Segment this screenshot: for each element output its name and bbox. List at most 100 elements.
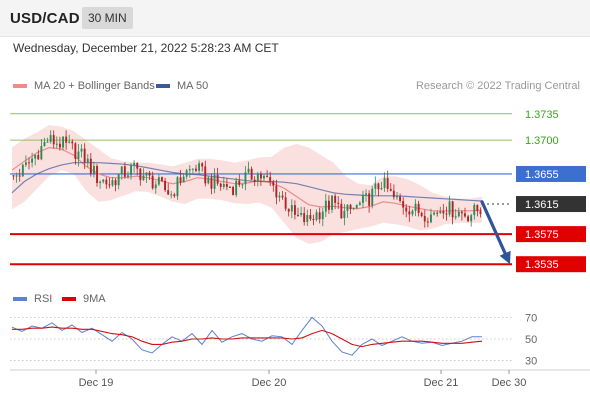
candle-body <box>430 214 432 223</box>
candle-body <box>74 143 77 159</box>
level-label-box <box>516 226 586 243</box>
candle-body <box>191 168 194 170</box>
rsi-tick-label: 30 <box>525 356 537 368</box>
candle-body <box>272 181 275 186</box>
candle-body <box>176 177 179 197</box>
time-tick-label: Dec 30 <box>492 377 527 389</box>
candle-body <box>46 141 49 143</box>
candle-body <box>213 174 216 189</box>
candle-body <box>414 203 417 211</box>
legend-ma50-label: MA 50 <box>177 80 209 92</box>
candle-body <box>99 181 102 183</box>
candle-body <box>365 193 367 195</box>
candle-body <box>377 183 380 190</box>
candle-body <box>417 203 420 213</box>
candle-body <box>89 158 92 174</box>
candle-body <box>96 166 98 183</box>
candle-body <box>102 179 105 182</box>
candle-body <box>423 216 426 222</box>
chart-timestamp: Wednesday, December 21, 2022 5:28:23 AM … <box>13 41 279 55</box>
bollinger-band-layer <box>12 125 482 244</box>
candle-body <box>408 211 411 215</box>
candle-body <box>139 168 142 181</box>
ma50-swatch <box>156 84 170 88</box>
candle-body <box>161 177 163 181</box>
candle-body <box>21 164 24 177</box>
candle-body <box>318 212 321 220</box>
forecast-arrow <box>480 200 511 265</box>
candle-body <box>62 136 64 148</box>
candle-body <box>287 208 290 212</box>
candle-body <box>297 214 299 216</box>
candle-body <box>334 195 337 203</box>
candle-body <box>188 169 191 171</box>
legend-rsi: RSI <box>13 293 52 305</box>
candle-body <box>123 166 126 177</box>
candle-body <box>256 173 259 182</box>
rsi-panel: 30 50 70 <box>10 312 537 368</box>
candle-body <box>185 170 188 177</box>
chart-header: USD/CAD 30 MIN <box>0 0 590 37</box>
candle-body <box>392 190 395 198</box>
candle-body <box>340 203 343 219</box>
candle-body <box>49 135 52 142</box>
candle-body <box>396 196 398 198</box>
candle-body <box>374 183 377 189</box>
candle-body <box>52 135 55 145</box>
candle-body <box>467 216 469 222</box>
candle-body <box>263 175 265 179</box>
candle-body <box>451 201 454 218</box>
candle-body <box>225 184 228 187</box>
candle-body <box>80 148 83 152</box>
candle-body <box>77 151 80 159</box>
candle-body <box>433 212 435 215</box>
level-label-text: 1.3735 <box>525 109 559 121</box>
candle-body <box>201 163 204 167</box>
level-label-text: 1.3655 <box>525 169 559 181</box>
candle-body <box>136 162 139 169</box>
candle-body <box>464 213 466 217</box>
candle-body <box>402 201 405 208</box>
candle-body <box>145 172 148 176</box>
rsi-swatch <box>13 297 27 301</box>
rsi-line <box>11 316 482 356</box>
candle-body <box>479 211 482 214</box>
time-tick-label: Dec 20 <box>252 377 287 389</box>
candle-body <box>337 202 340 204</box>
candle-body <box>294 205 296 215</box>
candle-body <box>266 175 268 177</box>
candle-body <box>399 196 401 201</box>
candle-body <box>127 175 129 177</box>
bollinger-swatch <box>13 84 27 88</box>
candle-body <box>470 215 473 222</box>
forecast-arrow-shaft <box>480 200 507 255</box>
candle-body <box>164 180 166 191</box>
candle-body <box>328 200 330 210</box>
candle-body <box>411 210 414 215</box>
rsi-ma-line <box>12 326 483 348</box>
candle-body <box>117 174 120 186</box>
candle-body <box>216 174 219 184</box>
legend-rsi-label: RSI <box>34 293 53 305</box>
candle-body <box>229 186 231 188</box>
candle-body <box>142 175 145 181</box>
level-label-box <box>516 256 586 273</box>
price-labels: 1.3735 1.3700 1.3655 1.3615 1.3575 1.3535 <box>516 109 586 273</box>
level-label-text: 1.3700 <box>525 135 559 147</box>
candle-body <box>331 195 333 210</box>
candle-body <box>148 172 151 176</box>
research-credit: Research © 2022 Trading Central <box>415 80 580 92</box>
legend-ma50: MA 50 <box>156 80 208 92</box>
candle-body <box>250 168 253 180</box>
candle-body <box>389 189 392 191</box>
candle-body <box>83 148 86 163</box>
candle-body <box>454 216 457 218</box>
candle-body <box>235 180 238 195</box>
timeframe-badge[interactable]: 30 MIN <box>82 7 133 29</box>
candle-body <box>368 193 371 206</box>
candle-body <box>457 211 460 217</box>
candle-body <box>260 173 262 179</box>
candle-body <box>154 184 157 189</box>
candle-body <box>312 219 315 220</box>
